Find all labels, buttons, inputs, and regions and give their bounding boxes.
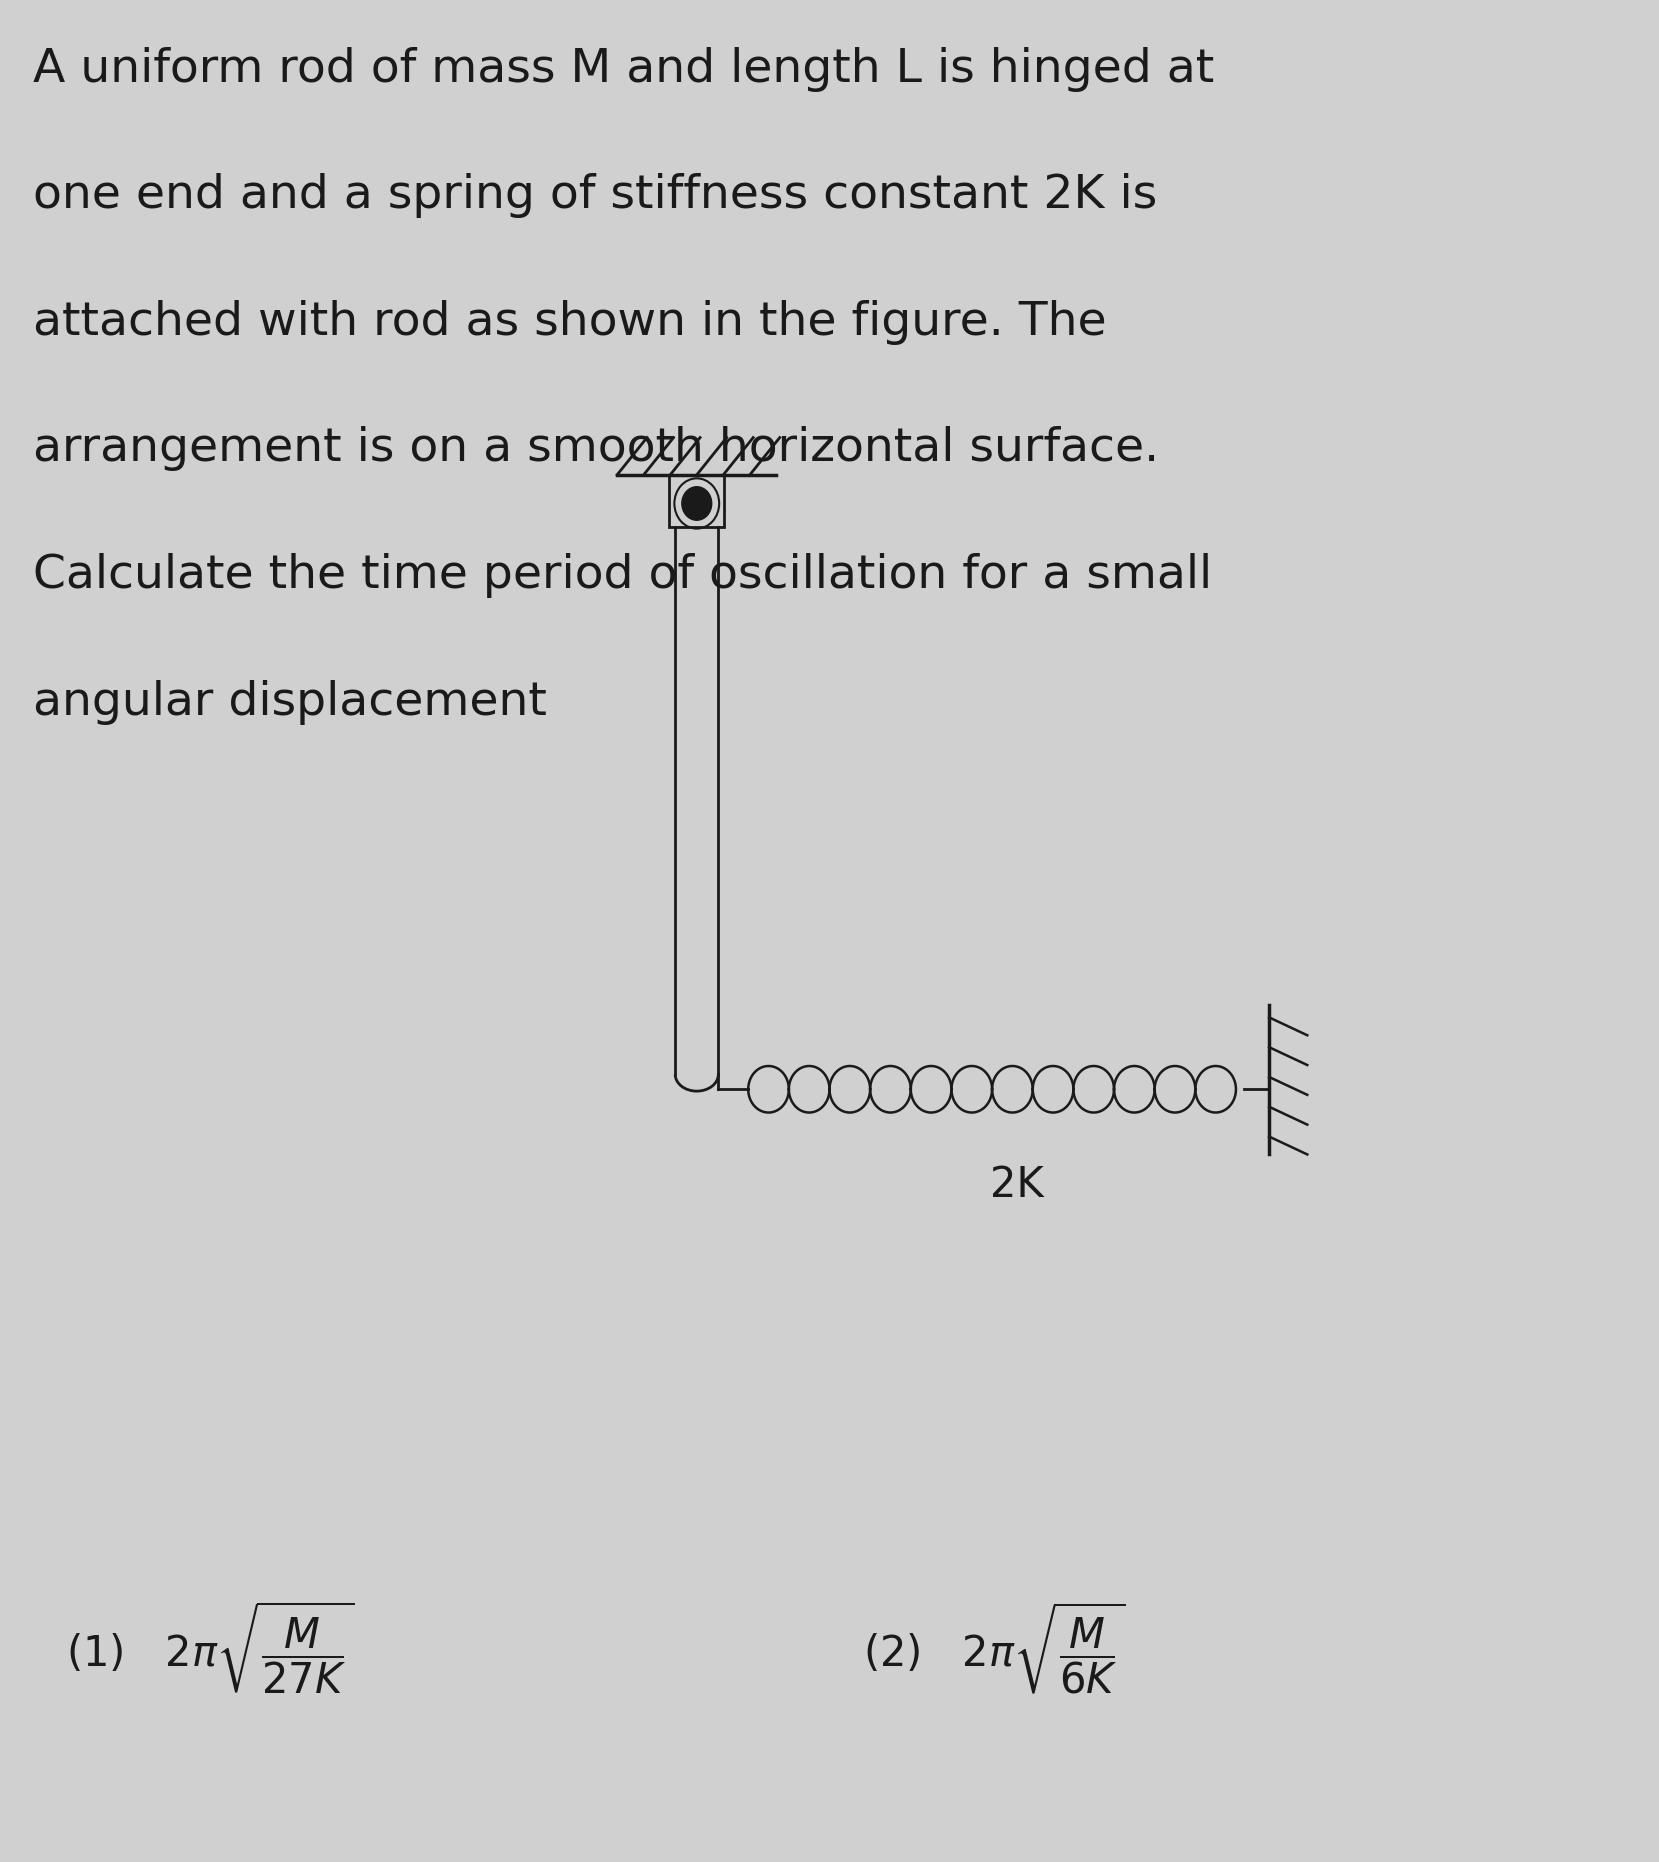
Text: $(1)$   $2\pi\sqrt{\dfrac{M}{27K}}$: $(1)$ $2\pi\sqrt{\dfrac{M}{27K}}$ bbox=[66, 1599, 355, 1696]
Text: one end and a spring of stiffness constant 2K is: one end and a spring of stiffness consta… bbox=[33, 173, 1158, 218]
Text: Calculate the time period of oscillation for a small: Calculate the time period of oscillation… bbox=[33, 553, 1213, 598]
Text: angular displacement: angular displacement bbox=[33, 680, 547, 724]
Text: A uniform rod of mass M and length L is hinged at: A uniform rod of mass M and length L is … bbox=[33, 47, 1214, 91]
Text: arrangement is on a smooth horizontal surface.: arrangement is on a smooth horizontal su… bbox=[33, 426, 1160, 471]
Text: attached with rod as shown in the figure. The: attached with rod as shown in the figure… bbox=[33, 300, 1107, 344]
Text: $(2)$   $2\pi\sqrt{\dfrac{M}{6K}}$: $(2)$ $2\pi\sqrt{\dfrac{M}{6K}}$ bbox=[863, 1599, 1125, 1696]
Circle shape bbox=[682, 486, 712, 519]
Text: 2K: 2K bbox=[990, 1164, 1044, 1207]
